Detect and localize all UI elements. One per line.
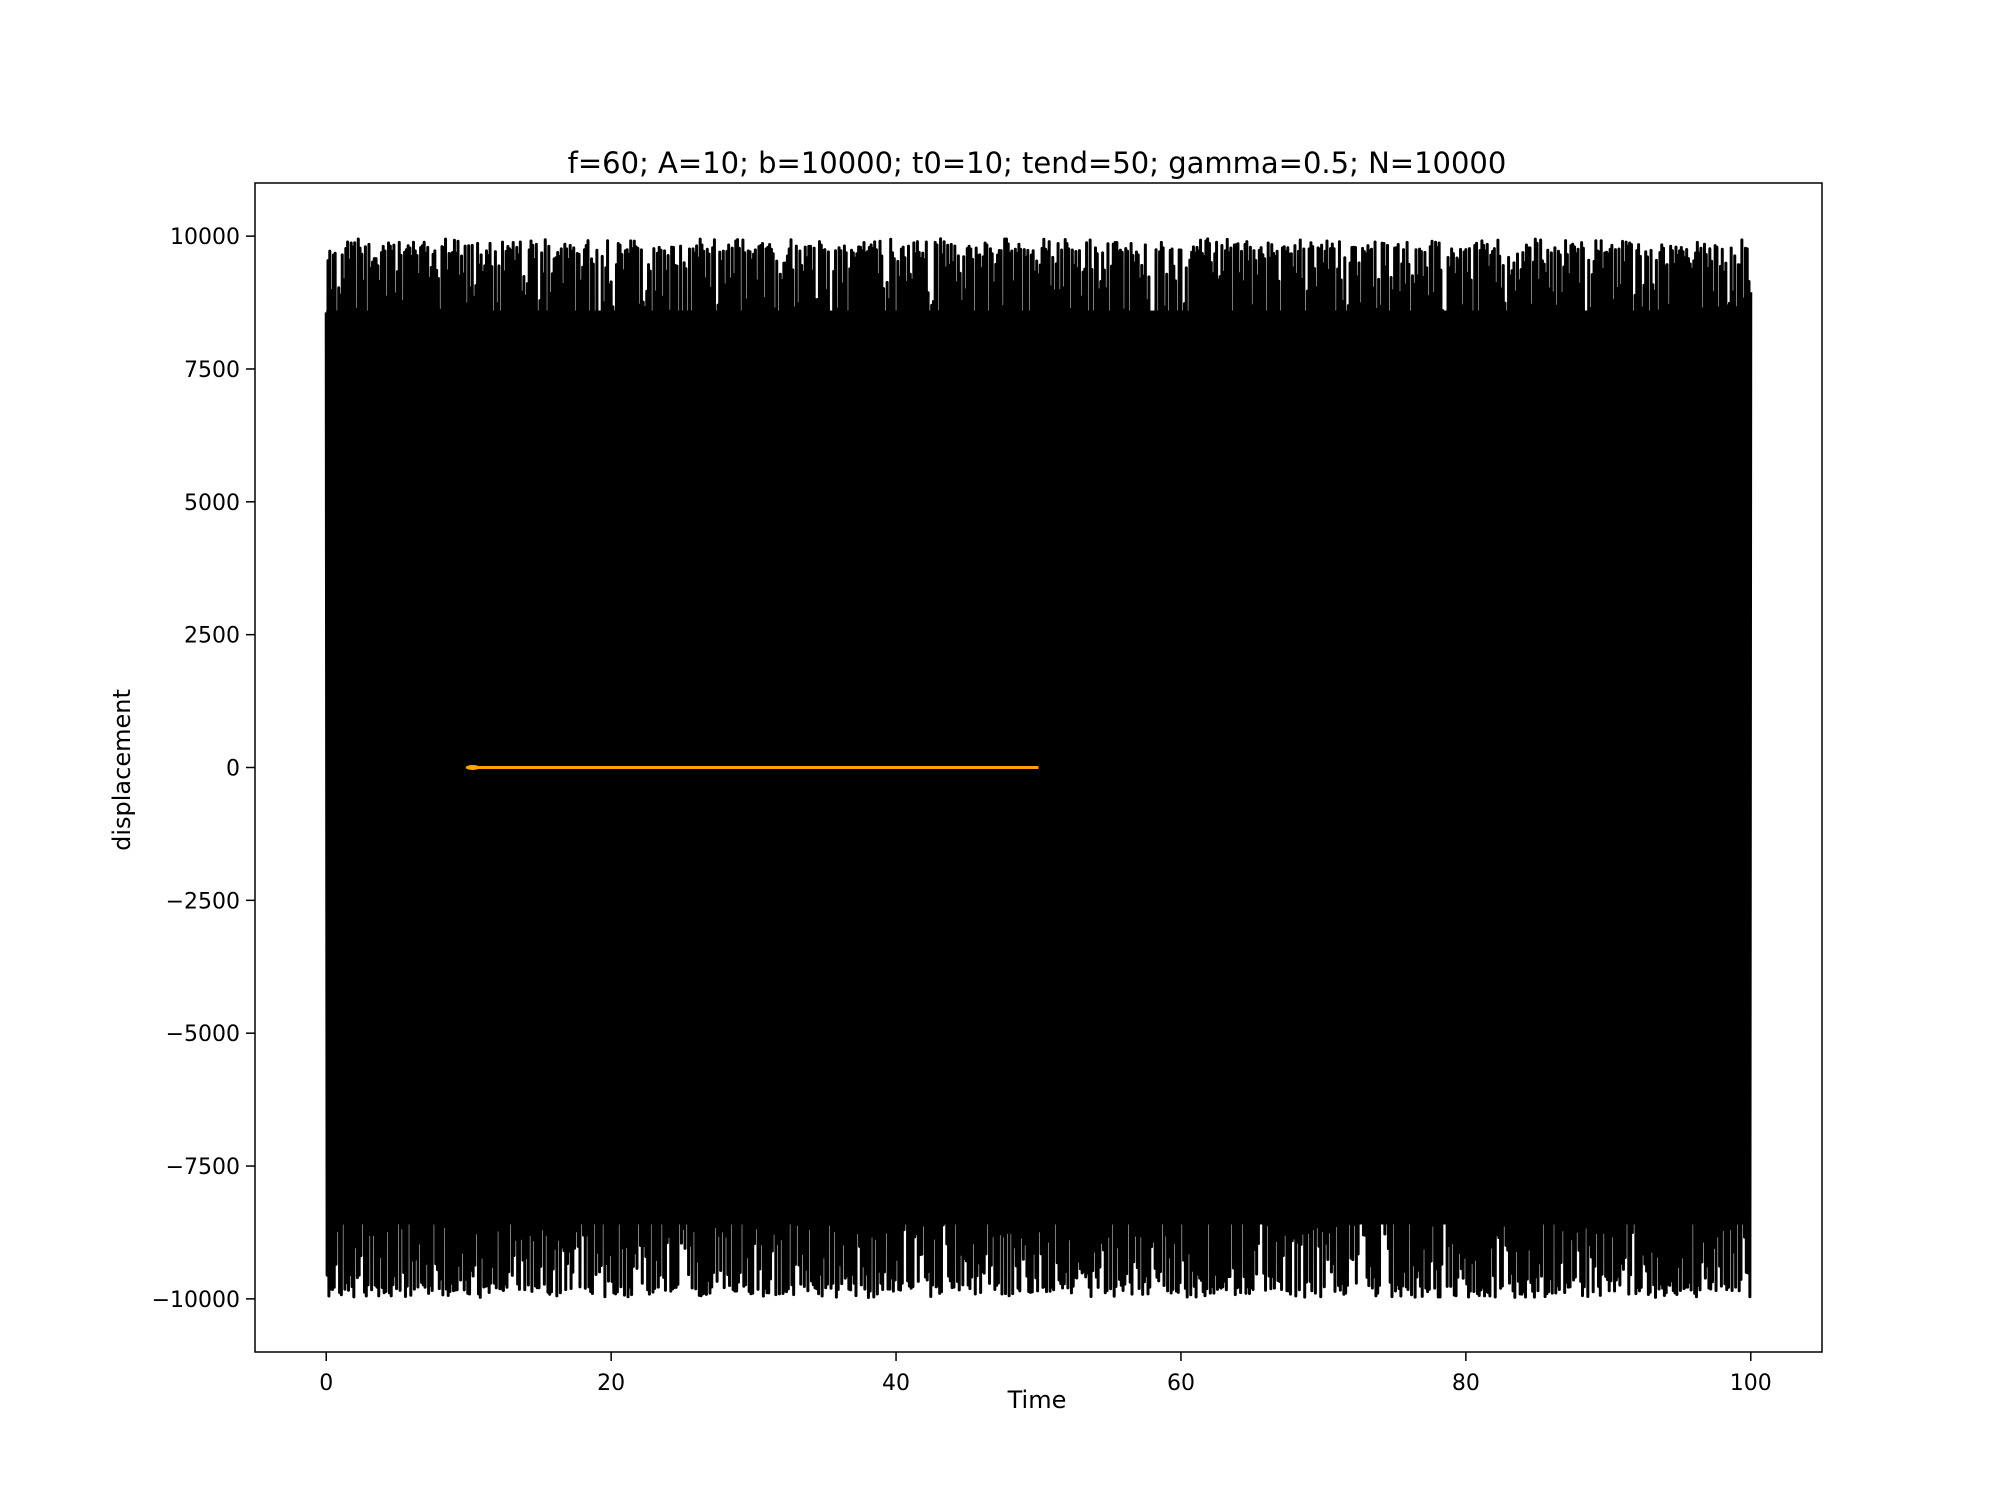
y-tick-label: 5000 [184,491,240,516]
y-tick-label: −2500 [166,889,240,914]
chart-title: f=60; A=10; b=10000; t0=10; tend=50; gam… [568,146,1507,180]
x-tick-label: 80 [1452,1371,1480,1396]
x-axis-label: Time [1007,1386,1067,1414]
y-tick-label: 10000 [170,225,240,250]
y-tick-label: 0 [226,757,240,782]
y-tick-label: −5000 [166,1022,240,1047]
x-tick-label: 0 [319,1371,333,1396]
x-tick-label: 20 [597,1371,625,1396]
y-tick-label: −7500 [166,1155,240,1180]
y-tick-label: −10000 [152,1288,240,1313]
signal-line [324,237,1753,1300]
x-tick-label: 100 [1730,1371,1772,1396]
x-axis: 0 20 40 60 80 100 [319,1352,1772,1396]
x-tick-label: 60 [1167,1371,1195,1396]
plot-area [324,237,1753,1300]
highlight-start-marker [465,765,480,770]
y-tick-label: 2500 [184,624,240,649]
x-tick-label: 40 [882,1371,910,1396]
y-tick-label: 7500 [184,358,240,383]
y-axis: −10000 −7500 −5000 −2500 0 2500 5000 7500 10000 [152,225,255,1313]
y-axis-label: displacement [108,689,136,851]
